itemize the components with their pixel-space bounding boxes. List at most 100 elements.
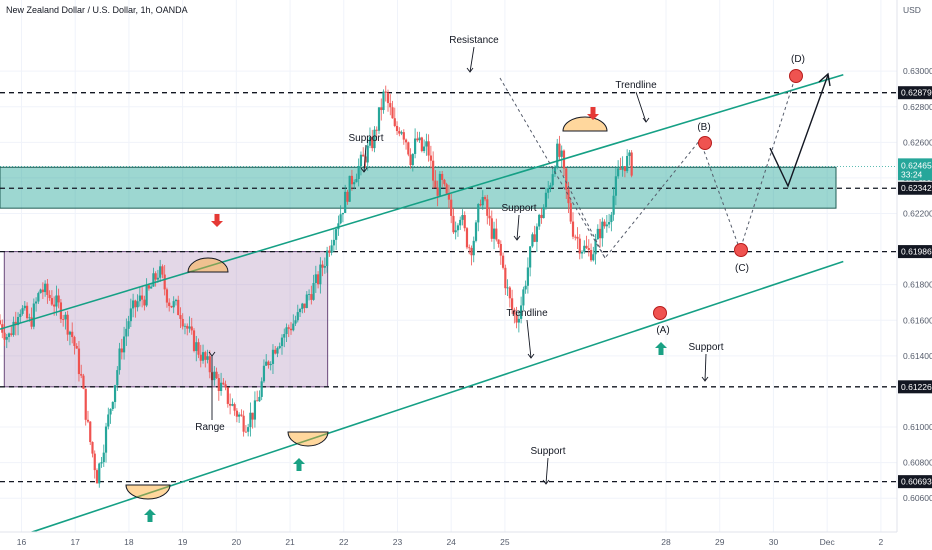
candle-body	[499, 243, 502, 256]
candle-body	[486, 199, 489, 216]
candle-body	[400, 132, 403, 134]
candle-body	[249, 412, 252, 428]
annotation-pointer-head	[360, 167, 368, 173]
bearish-arrow-icon	[587, 107, 599, 120]
candle-body	[592, 254, 595, 261]
x-tick-label: 30	[769, 537, 779, 547]
candle-body	[316, 274, 320, 285]
candle-body	[510, 298, 514, 310]
annotation-label: Support	[530, 446, 565, 457]
candle-body	[53, 304, 56, 307]
candle-body	[235, 410, 238, 417]
wave-dashed-path	[499, 77, 796, 259]
annotation-label: (C)	[735, 263, 749, 274]
candle-body	[384, 91, 387, 93]
time-axis: 16 17 18 19 20 21 22 23 24 25 28 29 30 Dec 2	[17, 537, 884, 547]
x-tick-label: 16	[17, 537, 27, 547]
candle-body	[479, 204, 482, 206]
wave-point-circle	[653, 306, 667, 320]
candle-body	[301, 303, 304, 310]
y-tick-label: 0.62200	[903, 209, 932, 219]
y-tick-label: 0.61800	[903, 280, 932, 290]
touch-arc	[187, 257, 229, 273]
annotations: Resistance Trendline Support Support Trendli…	[195, 35, 805, 485]
candle-body	[603, 221, 606, 227]
x-tick-label: 24	[446, 537, 456, 547]
candle-body	[310, 294, 313, 300]
candle-body	[533, 234, 536, 242]
candle-body	[344, 191, 347, 213]
candle-body	[477, 204, 480, 223]
annotation-pointer	[545, 457, 549, 485]
x-tick-label: 19	[178, 537, 188, 547]
annotation-pointer-head	[466, 67, 474, 73]
candle-body	[104, 426, 108, 453]
candle-body	[125, 328, 128, 337]
candle-body	[524, 285, 527, 290]
candle-body	[161, 266, 164, 275]
candle-body	[445, 184, 448, 194]
candle-body	[465, 228, 469, 248]
candle-body	[34, 301, 38, 304]
x-tick-label: 21	[285, 537, 295, 547]
candle-body	[628, 152, 631, 156]
price-axis: 0.60600 0.60800 0.61000 0.61400 0.61600 0.618…	[898, 66, 932, 503]
candle-body	[326, 250, 329, 266]
candle-body	[515, 314, 518, 323]
candle-body	[348, 175, 351, 202]
candle-body	[411, 153, 414, 166]
candle-body	[204, 352, 207, 360]
candle-body	[425, 141, 428, 147]
candle-body	[434, 180, 437, 188]
candle-body	[307, 294, 311, 295]
candle-body	[159, 266, 162, 278]
annotation-pointer	[469, 46, 475, 73]
projection-path	[769, 74, 829, 188]
candle-body	[91, 442, 94, 454]
candle-body	[283, 334, 286, 338]
candle-body	[224, 384, 227, 388]
candle-body	[427, 141, 430, 156]
candle-body	[156, 277, 160, 280]
candle-body	[558, 143, 561, 157]
candle-body	[46, 283, 49, 295]
candle-body	[174, 299, 178, 302]
candle-body	[136, 301, 139, 308]
candle-body	[86, 419, 90, 422]
candle-body	[0, 320, 2, 325]
candle-body	[565, 168, 568, 190]
candle-body	[454, 230, 457, 233]
candle-body	[371, 137, 374, 149]
candle-body	[513, 309, 516, 315]
candle-body	[39, 289, 42, 294]
annotation-pointer-head	[701, 376, 709, 382]
candle-body	[154, 273, 157, 280]
candle-body	[540, 214, 543, 219]
candle-body	[145, 285, 148, 306]
candle-body	[84, 388, 87, 420]
candle-body	[129, 308, 132, 322]
candle-body	[197, 342, 200, 355]
annotation-pointer-head	[208, 351, 216, 357]
grid	[0, 0, 897, 532]
candle-body	[118, 348, 121, 371]
touch-arc	[562, 116, 608, 132]
candle-body	[44, 283, 47, 293]
candle-body	[80, 374, 83, 376]
price-tag	[898, 181, 932, 195]
candle-body	[82, 375, 85, 389]
candle-body	[55, 295, 58, 307]
candle-body	[32, 303, 35, 327]
bearish-arrow-icon	[211, 214, 223, 227]
trendline	[0, 73, 844, 330]
candle-body	[231, 404, 234, 406]
candle-body	[429, 155, 432, 161]
candle-body	[355, 178, 358, 183]
candle-body	[393, 118, 396, 126]
wave-point-circle	[734, 243, 748, 257]
y-tick-label: 0.60800	[903, 458, 932, 468]
candle-body	[116, 370, 119, 386]
candle-body	[328, 250, 331, 253]
price-tag-label: 0.61226	[901, 382, 932, 392]
